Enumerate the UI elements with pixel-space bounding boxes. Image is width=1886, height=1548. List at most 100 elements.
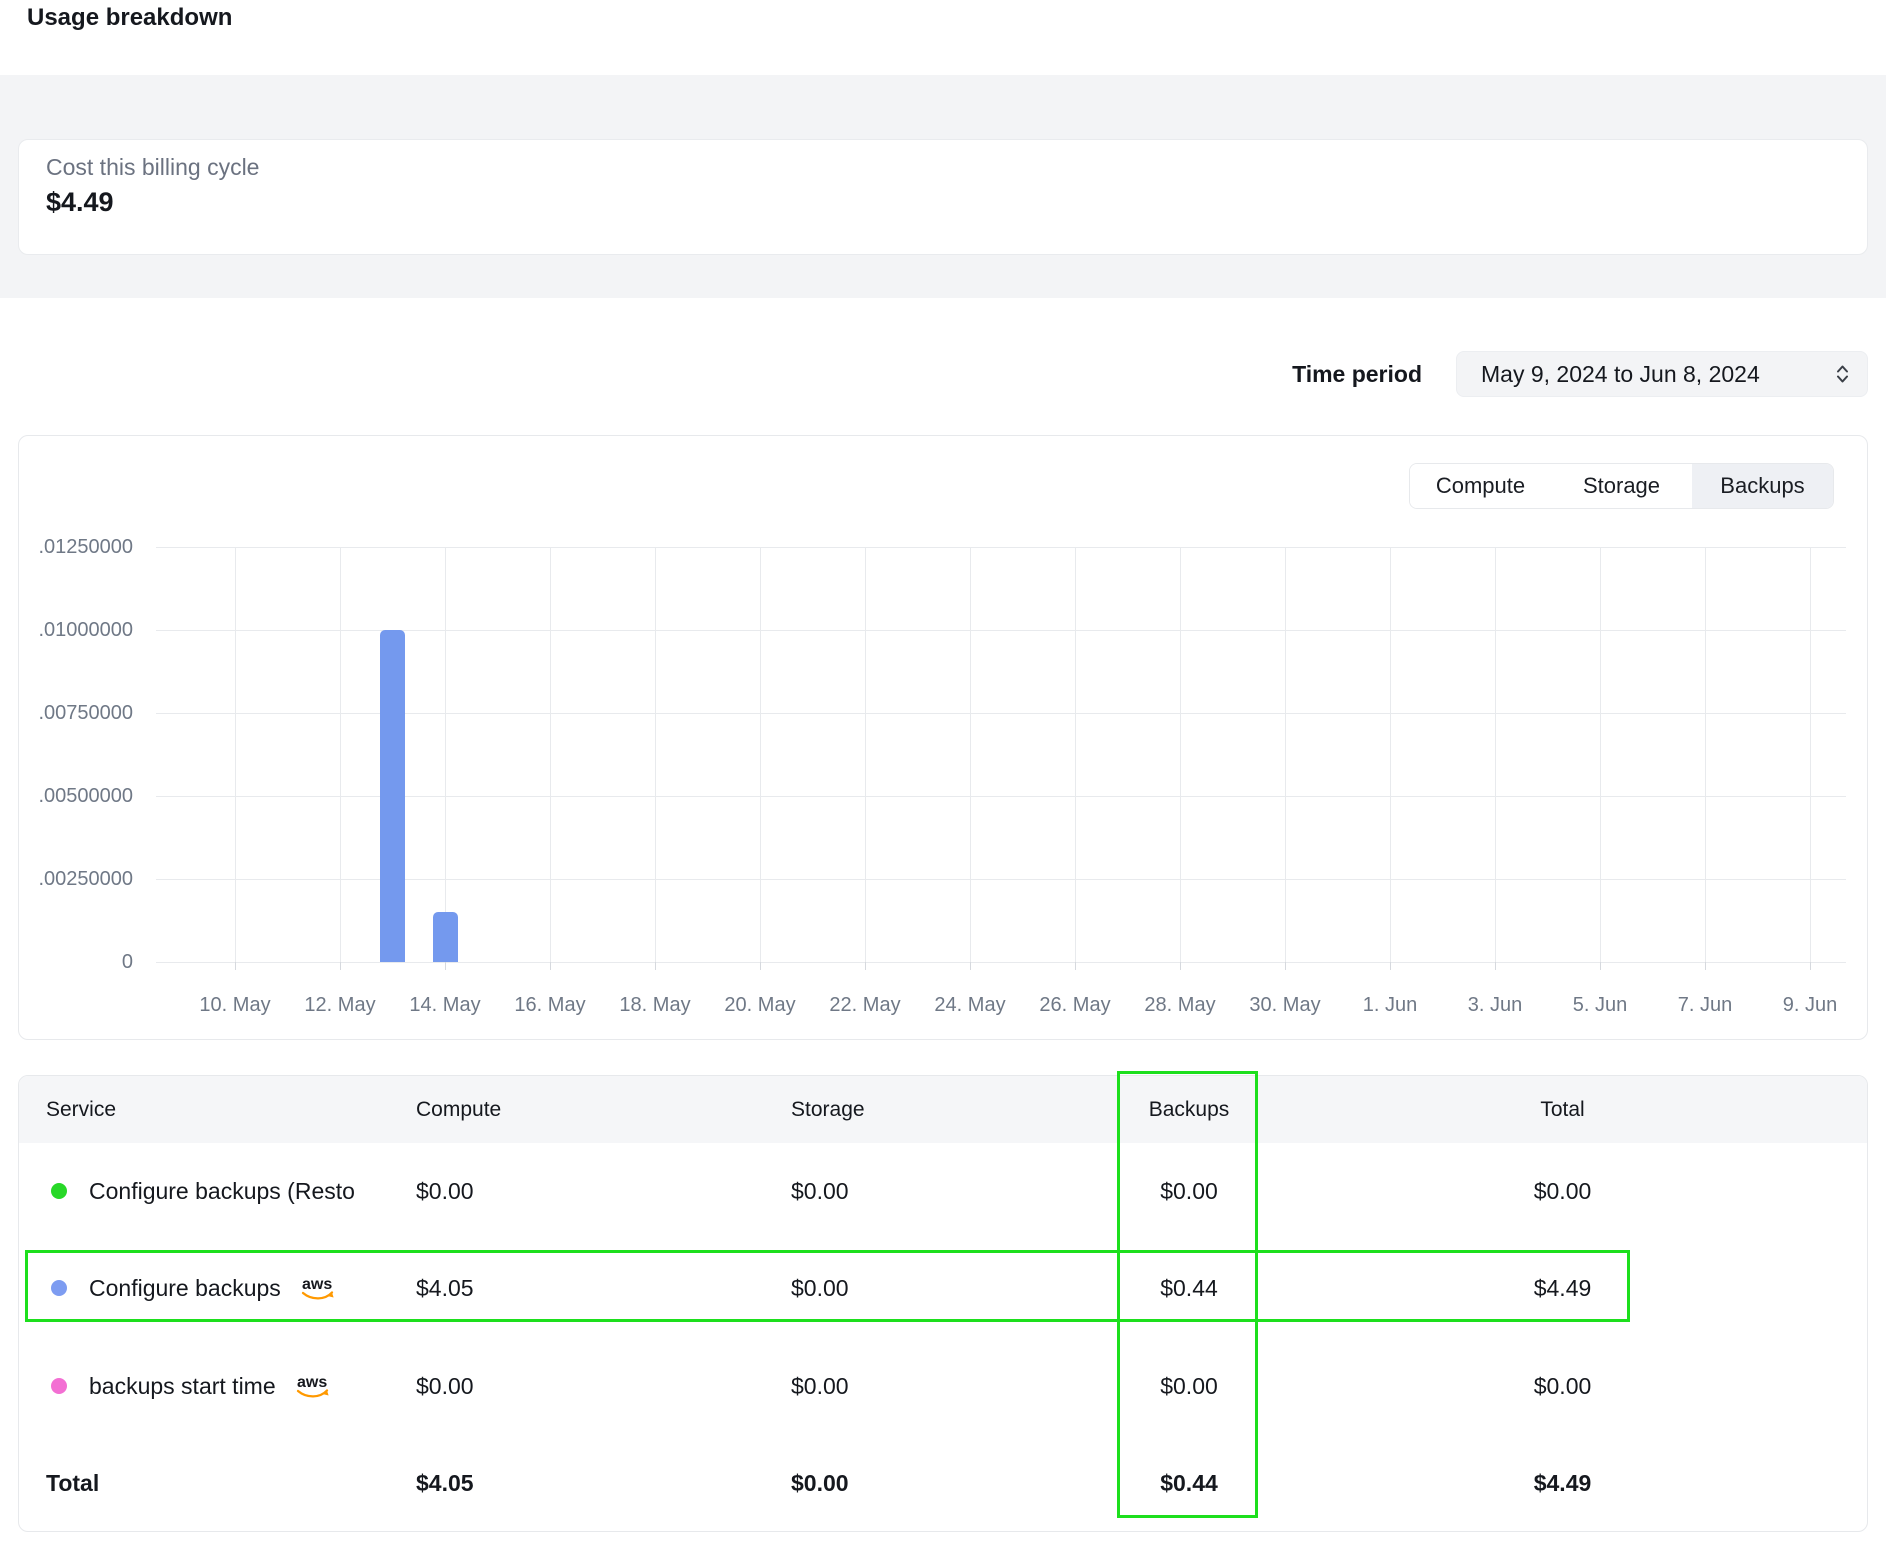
usage-chart-card: Compute Storage Backups .01250000.010000… bbox=[18, 435, 1868, 1040]
compute-cost: $0.00 bbox=[389, 1178, 764, 1205]
backups-cost: $0.00 bbox=[1120, 1178, 1258, 1205]
gridline-vertical bbox=[865, 547, 866, 962]
time-period-select[interactable]: May 9, 2024 to Jun 8, 2024 bbox=[1456, 351, 1868, 397]
usage-bar-14-may[interactable] bbox=[433, 912, 458, 962]
gridline-horizontal bbox=[156, 796, 1846, 797]
aws-logo-icon: aws bbox=[294, 1373, 332, 1400]
x-axis-tick-mark bbox=[235, 962, 236, 970]
total-total: $4.49 bbox=[1258, 1470, 1867, 1497]
x-axis-tick-mark bbox=[760, 962, 761, 970]
gridline-vertical bbox=[760, 547, 761, 962]
x-axis-tick-mark bbox=[445, 962, 446, 970]
x-axis-tick-label: 12. May bbox=[285, 992, 395, 1018]
x-axis-tick-label: 20. May bbox=[705, 992, 815, 1018]
x-axis-tick-mark bbox=[970, 962, 971, 970]
compute-cost: $4.05 bbox=[389, 1275, 764, 1302]
usage-table: Service Compute Storage Backups Total Co… bbox=[18, 1075, 1868, 1532]
x-axis-tick-mark bbox=[1180, 962, 1181, 970]
page-title: Usage breakdown bbox=[27, 4, 232, 32]
storage-cost: $0.00 bbox=[764, 1178, 1120, 1205]
billing-cycle-amount: $4.49 bbox=[46, 185, 114, 219]
x-axis-tick-label: 26. May bbox=[1020, 992, 1130, 1018]
gridline-vertical bbox=[1495, 547, 1496, 962]
total-cost: $0.00 bbox=[1258, 1373, 1867, 1400]
x-axis-tick-label: 28. May bbox=[1125, 992, 1235, 1018]
aws-logo-icon: aws bbox=[299, 1275, 337, 1302]
y-axis-tick-label: .00750000 bbox=[23, 700, 133, 726]
usage-bar-13-may[interactable] bbox=[380, 630, 405, 962]
gridline-vertical bbox=[445, 547, 446, 962]
time-period-value: May 9, 2024 to Jun 8, 2024 bbox=[1481, 361, 1834, 388]
x-axis-tick-label: 9. Jun bbox=[1755, 992, 1865, 1018]
y-axis-tick-label: 0 bbox=[23, 949, 133, 975]
gridline-vertical bbox=[1600, 547, 1601, 962]
x-axis-tick-label: 7. Jun bbox=[1650, 992, 1760, 1018]
x-axis-tick-label: 3. Jun bbox=[1440, 992, 1550, 1018]
x-axis-tick-mark bbox=[1390, 962, 1391, 970]
column-header-service: Service bbox=[19, 1098, 389, 1122]
x-axis-tick-mark bbox=[865, 962, 866, 970]
tab-backups[interactable]: Backups bbox=[1692, 464, 1833, 508]
svg-text:aws: aws bbox=[302, 1276, 332, 1293]
x-axis-tick-mark bbox=[1600, 962, 1601, 970]
total-cost: $0.00 bbox=[1258, 1178, 1867, 1205]
usage-breakdown-page: Usage breakdown Cost this billing cycle … bbox=[0, 0, 1886, 1548]
gridline-vertical bbox=[1390, 547, 1391, 962]
x-axis-tick-label: 14. May bbox=[390, 992, 500, 1018]
time-period-label: Time period bbox=[1288, 361, 1422, 387]
total-cost: $4.49 bbox=[1258, 1275, 1867, 1302]
column-header-compute: Compute bbox=[389, 1098, 764, 1122]
y-axis-tick-label: .00500000 bbox=[23, 783, 133, 809]
select-updown-chevron-icon bbox=[1834, 362, 1851, 386]
gridline-vertical bbox=[340, 547, 341, 962]
total-label: Total bbox=[19, 1470, 389, 1497]
table-header-row: Service Compute Storage Backups Total bbox=[19, 1076, 1867, 1143]
x-axis-tick-mark bbox=[550, 962, 551, 970]
y-axis-tick-label: .01250000 bbox=[23, 534, 133, 560]
x-axis-tick-mark bbox=[340, 962, 341, 970]
y-axis-tick-label: .00250000 bbox=[23, 866, 133, 892]
gridline-vertical bbox=[550, 547, 551, 962]
backups-cost: $0.44 bbox=[1120, 1275, 1258, 1302]
x-axis-tick-mark bbox=[1810, 962, 1811, 970]
gridline-horizontal bbox=[156, 547, 1846, 548]
x-axis-tick-label: 30. May bbox=[1230, 992, 1340, 1018]
billing-cycle-card: Cost this billing cycle $4.49 bbox=[18, 139, 1868, 255]
x-axis-tick-label: 22. May bbox=[810, 992, 920, 1018]
gridline-vertical bbox=[1810, 547, 1811, 962]
service-name: Configure backups (Resto bbox=[89, 1178, 355, 1205]
gridline-vertical bbox=[1075, 547, 1076, 962]
tab-compute[interactable]: Compute bbox=[1410, 464, 1551, 508]
gridline-horizontal bbox=[156, 962, 1846, 963]
x-axis-tick-label: 18. May bbox=[600, 992, 710, 1018]
service-name: Configure backups bbox=[89, 1275, 281, 1302]
service-dot-blue bbox=[51, 1280, 67, 1296]
y-axis-tick-label: .01000000 bbox=[23, 617, 133, 643]
gridline-horizontal bbox=[156, 630, 1846, 631]
x-axis-tick-label: 10. May bbox=[180, 992, 290, 1018]
x-axis-tick-mark bbox=[1075, 962, 1076, 970]
gridline-vertical bbox=[235, 547, 236, 962]
billing-summary-band: Cost this billing cycle $4.49 bbox=[0, 75, 1886, 298]
x-axis-tick-mark bbox=[655, 962, 656, 970]
total-backups: $0.44 bbox=[1120, 1470, 1258, 1497]
table-total-row: Total $4.05 $0.00 $0.44 $4.49 bbox=[19, 1435, 1867, 1532]
total-compute: $4.05 bbox=[389, 1470, 764, 1497]
billing-cycle-label: Cost this billing cycle bbox=[46, 153, 259, 181]
table-row-configure-backups: Configure backups aws $4.05 $0.00 $0.44 … bbox=[19, 1239, 1867, 1337]
compute-cost: $0.00 bbox=[389, 1373, 764, 1400]
x-axis-tick-label: 1. Jun bbox=[1335, 992, 1445, 1018]
service-dot-pink bbox=[51, 1378, 67, 1394]
total-storage: $0.00 bbox=[764, 1470, 1120, 1497]
x-axis-tick-mark bbox=[1285, 962, 1286, 970]
x-axis-tick-mark bbox=[1705, 962, 1706, 970]
service-dot-green bbox=[51, 1183, 67, 1199]
gridline-horizontal bbox=[156, 713, 1846, 714]
table-row-backups-start-time: backups start time aws $0.00 $0.00 $0.00… bbox=[19, 1337, 1867, 1435]
gridline-vertical bbox=[970, 547, 971, 962]
column-header-backups: Backups bbox=[1120, 1098, 1258, 1122]
backups-bar-chart: .01250000.01000000.00750000.00500000.002… bbox=[156, 547, 1846, 962]
tab-storage[interactable]: Storage bbox=[1551, 464, 1692, 508]
gridline-vertical bbox=[655, 547, 656, 962]
x-axis-tick-label: 16. May bbox=[495, 992, 605, 1018]
